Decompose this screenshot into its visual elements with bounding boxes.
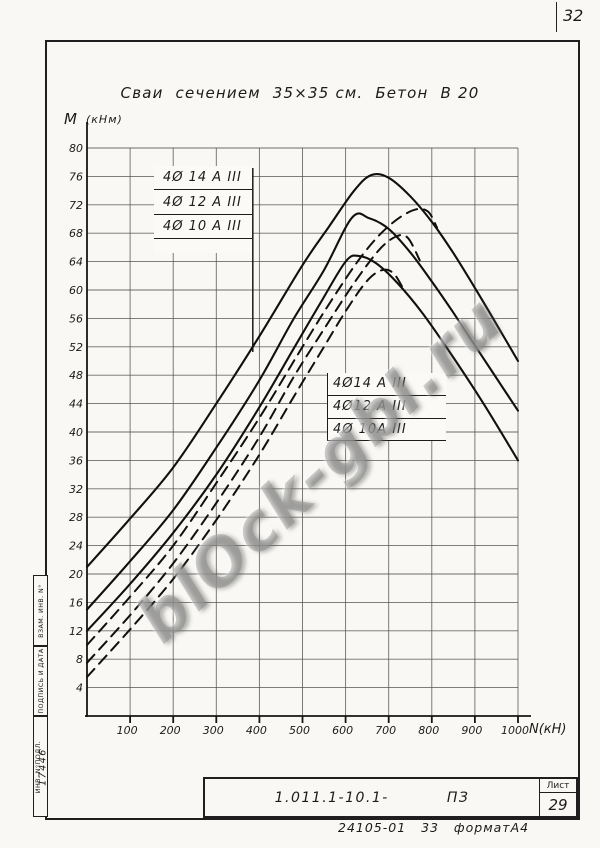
legend-entry: 4Ø 10А III [328, 419, 446, 442]
legend-entry: 4Ø14 А III [328, 373, 446, 396]
document-number: 1.011.1-10.1- [274, 789, 389, 806]
x-tick-label: 700 [375, 724, 396, 737]
y-tick-label: 24 [69, 540, 83, 553]
y-tick-label: 44 [69, 398, 83, 411]
x-tick-label: 500 [289, 724, 310, 737]
y-tick-label: 8 [76, 653, 83, 666]
legend-solid-curves: 4Ø 14 А III 4Ø 12 А III 4Ø 10 А III [154, 166, 252, 254]
sidebar-label: Подпись и дата [36, 648, 45, 714]
inventory-number-handwritten: 17446 [37, 747, 49, 786]
curve-solid-4d14 [85, 172, 520, 568]
y-tick-label: 40 [69, 426, 83, 439]
y-tick-label: 36 [69, 454, 83, 467]
page-number-divider [556, 2, 557, 32]
sheet-number: 29 [548, 795, 568, 814]
legend-entry: 4Ø 10 А III [154, 215, 252, 240]
drawing-frame [45, 40, 580, 820]
x-tick-label: 1000 [501, 724, 529, 737]
x-tick-label: 600 [332, 724, 353, 737]
sidebar-cell-podpis-data: Подпись и дата [33, 646, 48, 716]
legend-dashed-curves: 4Ø14 А III 4Ø12 А III 4Ø 10А III [327, 373, 446, 442]
legend-entry: 4Ø 14 А III [154, 166, 252, 191]
sidebar-cell-inv-podl: Инв. N°подл. 17446 [33, 716, 49, 817]
x-tick-label: 100 [117, 724, 138, 737]
sidebar-label: Взам. инв. N° [36, 583, 45, 638]
x-tick-label: 200 [160, 724, 181, 737]
y-tick-label: 28 [69, 511, 83, 524]
x-tick-label: 400 [246, 724, 267, 737]
curve-solid-4d10 [85, 254, 520, 632]
curve-dashed-4d10 [86, 268, 406, 678]
y-tick-label: 12 [69, 625, 83, 638]
x-axis-unit-label: N(кН) [529, 722, 567, 737]
sheet-cell: Лист 29 [539, 779, 576, 816]
footer-note: 24105-01 33 форматА4 [338, 820, 530, 835]
y-tick-label: 52 [69, 341, 83, 354]
y-tick-label: 56 [69, 312, 83, 325]
y-tick-label: 80 [69, 142, 83, 155]
y-axis-label: М [64, 110, 77, 128]
sidebar-cell-vzam-inv: Взам. инв. N° [33, 575, 48, 646]
title-block: 1.011.1-10.1- ПЗ Лист 29 [203, 777, 578, 818]
sheet-label: Лист [540, 779, 576, 793]
y-tick-label: 48 [69, 369, 83, 382]
curve-dashed-4d14 [86, 207, 438, 646]
y-tick-label: 60 [69, 284, 83, 297]
page-number: 32 [563, 6, 584, 25]
y-tick-label: 20 [69, 568, 83, 581]
document-code: ПЗ [446, 789, 470, 806]
y-tick-label: 76 [69, 170, 83, 183]
x-tick-label: 900 [461, 724, 482, 737]
title-block-main-cell: 1.011.1-10.1- ПЗ [205, 779, 539, 816]
y-tick-label: 68 [69, 227, 83, 240]
y-axis-unit-label: (кНм) [86, 113, 123, 126]
x-tick-label: 300 [203, 724, 224, 737]
y-tick-label: 72 [69, 199, 83, 212]
curve-dashed-4d12 [86, 233, 421, 664]
y-tick-label: 16 [69, 596, 83, 609]
y-tick-label: 64 [69, 256, 83, 269]
curve-solid-4d12 [85, 212, 520, 611]
drawing-title: Сваи сечением 35×35 см. Бетон В 20 [120, 84, 480, 102]
legend-entry: 4Ø 12 А III [154, 190, 252, 215]
y-tick-label: 32 [69, 483, 83, 496]
x-tick-label: 800 [418, 724, 439, 737]
y-tick-label: 4 [76, 682, 83, 695]
legend-entry: 4Ø12 А III [328, 396, 446, 419]
